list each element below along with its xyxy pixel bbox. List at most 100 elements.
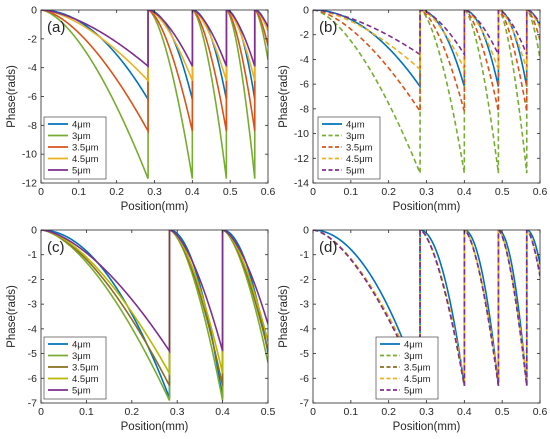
x-tick-label: 0.5 (261, 406, 276, 418)
y-tick-label: -10 (294, 128, 309, 140)
y-tick-label: -2 (300, 29, 309, 41)
y-tick-label: -3 (28, 299, 37, 311)
y-tick-label: -7 (28, 398, 37, 410)
x-axis-label: Position(mm) (121, 421, 189, 433)
x-tick-label: 0.1 (344, 186, 359, 198)
x-tick-label: 0 (38, 406, 44, 418)
legend-entry: 5μm (72, 386, 91, 397)
y-tick-label: -4 (28, 62, 37, 74)
legend-box (317, 116, 381, 180)
y-tick-label: 0 (303, 225, 309, 237)
x-tick-label: 0 (310, 406, 316, 418)
legend-entry: 4.5μm (72, 374, 99, 385)
x-tick-label: 0 (310, 186, 316, 198)
y-tick-label: -2 (28, 33, 37, 45)
series-line (41, 10, 268, 135)
legend-entry: 4μm (404, 340, 423, 351)
x-tick-label: 0.4 (457, 406, 472, 418)
y-tick-label: -4 (300, 54, 309, 66)
y-tick-label: -1 (300, 249, 309, 261)
y-tick-label: -4 (300, 323, 309, 335)
legend-entry: 4.5μm (346, 154, 373, 165)
panel-label: (d) (319, 239, 337, 256)
x-tick-label: 0.6 (261, 186, 276, 198)
legend-entry: 5μm (346, 166, 365, 177)
y-axis-label: Phase(rads) (278, 285, 290, 348)
y-tick-label: -12 (22, 178, 37, 190)
y-tick-label: -3 (300, 299, 309, 311)
legend-entry: 4μm (72, 340, 91, 351)
x-tick-label: 0.3 (170, 406, 185, 418)
y-tick-label: -12 (294, 153, 309, 165)
legend-entry: 3.5μm (404, 363, 431, 374)
series-line (313, 10, 540, 174)
x-tick-label: 0.1 (344, 406, 359, 418)
legend-box (43, 116, 107, 180)
y-tick-label: -10 (22, 149, 37, 161)
legend-box (375, 336, 439, 400)
y-tick-label: -8 (28, 120, 37, 132)
panel-c: 0 0.1 0.2 0.3 0.4 0.5 0 -1 -2 -3 -4 -5 -6 -7 Position(… (6, 225, 275, 434)
y-tick-label: -14 (294, 178, 309, 190)
x-tick-label: 0.6 (533, 186, 548, 198)
legend-entry: 3μm (404, 351, 423, 362)
series-line (313, 230, 540, 387)
x-axis-label: Position(mm) (393, 201, 461, 213)
y-tick-label: -6 (300, 79, 309, 91)
legend-entry: 4.5μm (404, 374, 431, 385)
x-tick-label: 0.1 (79, 406, 94, 418)
x-axis-label: Position(mm) (121, 201, 189, 213)
legend-entry: 4.5μm (72, 154, 99, 165)
legend-entry: 4μm (72, 120, 91, 131)
x-tick-label: 0.3 (419, 406, 434, 418)
series-line (41, 230, 268, 399)
y-tick-label: -5 (28, 348, 37, 360)
x-tick-label: 0.2 (381, 406, 396, 418)
legend-entry: 3.5μm (72, 363, 99, 374)
series-group (313, 230, 540, 387)
panel-label: (c) (47, 239, 65, 256)
x-tick-label: 0.4 (215, 406, 230, 418)
panel-a: 0 0.1 0.2 0.3 0.4 0.5 0.6 0 -2 -4 -6 -8 -10 -12 Positi… (6, 5, 275, 214)
series-line (41, 230, 268, 354)
y-axis-label: Phase(rads) (6, 65, 18, 128)
legend-entry: 3μm (72, 131, 91, 142)
x-tick-label: 0.3 (419, 186, 434, 198)
x-tick-label: 0.4 (185, 186, 200, 198)
y-tick-label: 0 (303, 5, 309, 17)
x-tick-label: 0.5 (495, 406, 510, 418)
x-tick-label: 0.3 (147, 186, 162, 198)
y-tick-label: -2 (300, 274, 309, 286)
legend-entry: 3.5μm (346, 143, 373, 154)
panel-b: 0 0.1 0.2 0.3 0.4 0.5 0.6 0 -2 -4 -6 -8 -10 -12 -14 Pos… (278, 5, 547, 214)
x-axis-label: Position(mm) (393, 421, 461, 433)
y-axis-label: Phase(rads) (6, 285, 18, 348)
axes-box (40, 229, 269, 404)
panel-label: (b) (319, 19, 337, 36)
y-tick-label: -6 (28, 373, 37, 385)
y-tick-label: -4 (28, 323, 37, 335)
x-tick-label: 0.2 (124, 406, 139, 418)
x-tick-label: 0 (38, 186, 44, 198)
series-group (41, 230, 268, 401)
y-tick-label: -6 (300, 373, 309, 385)
x-tick-label: 0.2 (381, 186, 396, 198)
y-tick-label: -5 (300, 348, 309, 360)
y-tick-label: 0 (31, 5, 37, 17)
legend-entry: 3μm (72, 351, 91, 362)
y-tick-label: -1 (28, 249, 37, 261)
y-axis-label: Phase(rads) (278, 65, 290, 128)
legend-entry: 4μm (346, 120, 365, 131)
y-tick-label: 0 (31, 225, 37, 237)
series-line (313, 230, 540, 386)
y-tick-label: -6 (28, 91, 37, 103)
panel-d: 0 0.1 0.2 0.3 0.4 0.5 0.6 0 -1 -2 -3 -4 -5 -6 -7 Positi… (278, 225, 547, 434)
x-tick-label: 0.5 (223, 186, 238, 198)
legend-box (43, 336, 107, 400)
panel-label: (a) (47, 19, 65, 36)
